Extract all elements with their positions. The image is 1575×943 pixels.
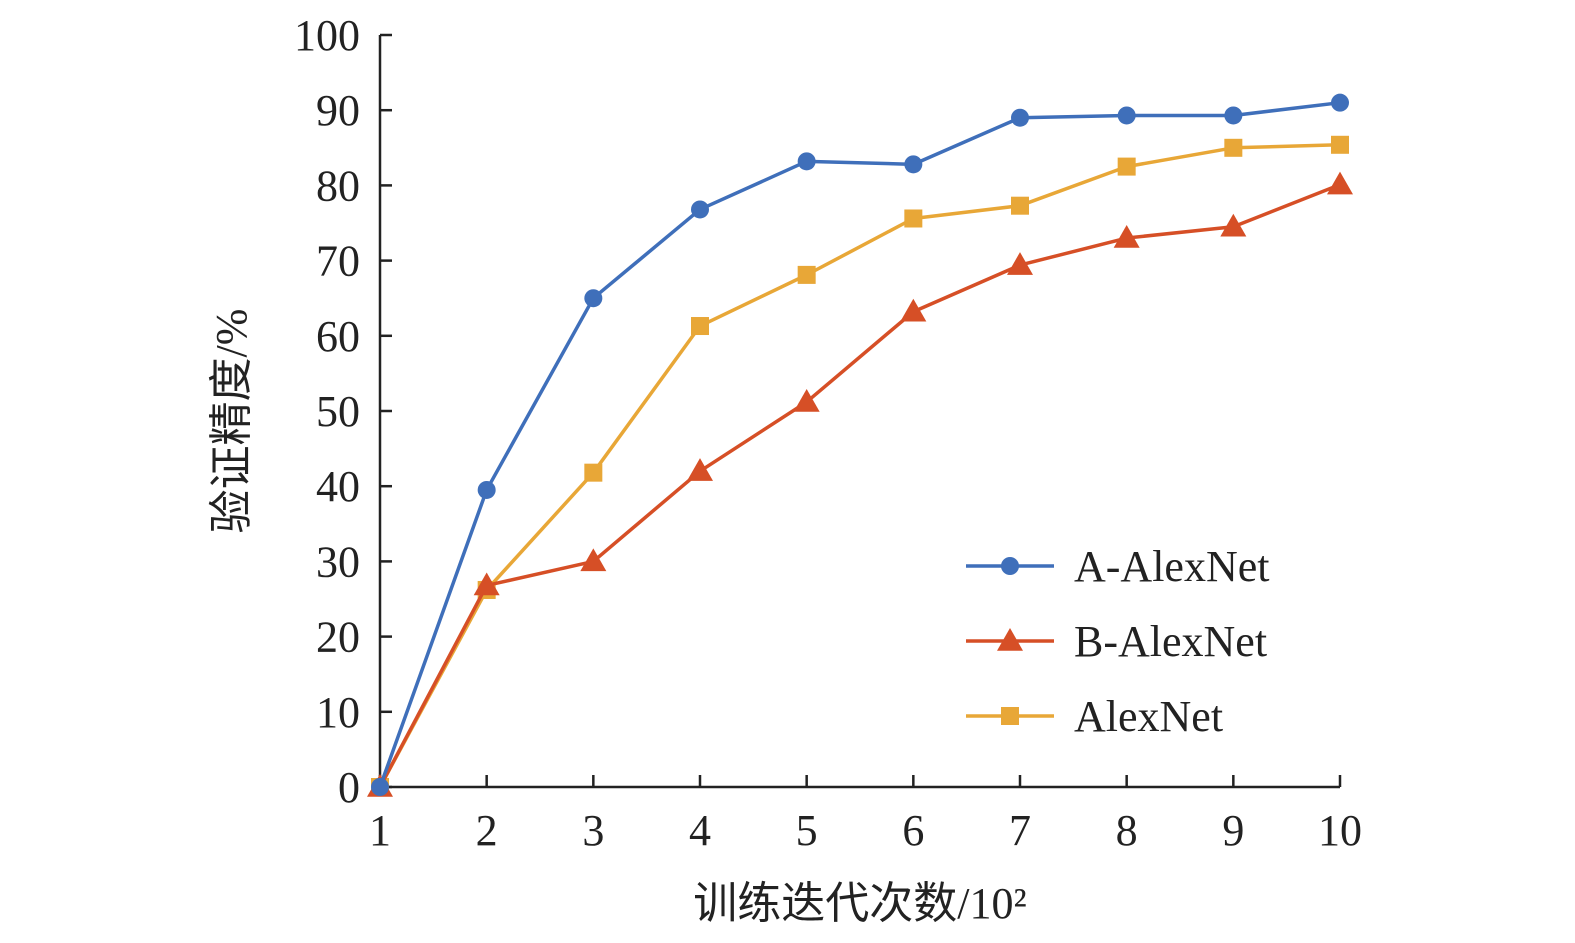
data-point — [1011, 196, 1029, 215]
data-point — [1224, 138, 1243, 157]
legend-item: B-AlexNet — [966, 617, 1267, 666]
axes — [378, 35, 1340, 789]
data-point — [1007, 252, 1033, 275]
y-tick-label: 0 — [338, 763, 360, 812]
data-point — [687, 458, 713, 481]
y-tick-label: 80 — [316, 161, 360, 210]
series-line — [378, 100, 1341, 788]
legend-marker — [997, 628, 1023, 651]
legend-marker — [1001, 707, 1019, 725]
data-point — [1331, 135, 1349, 154]
series-A-AlexNet — [371, 93, 1349, 796]
y-tick-label: 60 — [316, 312, 360, 361]
y-ticks: 0 10 20 30 40 50 60 70 80 90 100 — [294, 11, 392, 812]
x-tick-label: 8 — [1116, 806, 1138, 855]
legend-item: A-AlexNet — [966, 542, 1270, 591]
data-point — [584, 289, 603, 308]
y-tick-label: 10 — [316, 688, 360, 737]
data-point — [584, 463, 603, 482]
legend-label: A-AlexNet — [1074, 542, 1270, 591]
legend-marker — [1001, 557, 1019, 575]
y-tick-label: 100 — [294, 11, 360, 60]
x-tick-label: 4 — [689, 806, 711, 855]
data-point — [473, 572, 500, 596]
data-point — [580, 548, 607, 572]
y-tick-label: 70 — [316, 237, 360, 286]
y-axis-title: 验证精度/% — [207, 309, 256, 534]
y-tick-label: 20 — [316, 613, 360, 662]
data-point — [691, 200, 709, 219]
data-point — [797, 152, 816, 171]
data-point — [904, 209, 923, 228]
data-point — [1220, 213, 1247, 237]
data-point — [1117, 106, 1136, 125]
data-point — [1011, 108, 1029, 127]
data-point — [1113, 225, 1140, 248]
x-tick-label: 5 — [796, 806, 818, 855]
data-point — [1331, 93, 1349, 112]
data-point — [904, 155, 923, 174]
x-tick-label: 3 — [582, 806, 604, 855]
x-tick-label: 2 — [476, 806, 498, 855]
legend-label: AlexNet — [1074, 692, 1223, 741]
legend: A-AlexNet B-AlexNet AlexNet — [966, 542, 1270, 741]
y-tick-label: 50 — [316, 387, 360, 436]
data-point — [691, 317, 709, 336]
series-line — [378, 143, 1341, 788]
data-point — [900, 298, 927, 322]
data-point — [1117, 157, 1136, 176]
data-point — [797, 265, 816, 284]
x-ticks: 1 2 3 4 5 6 7 8 9 10 — [369, 775, 1362, 855]
x-tick-label: 9 — [1222, 806, 1244, 855]
x-tick-label: 10 — [1318, 806, 1362, 855]
x-tick-label: 6 — [902, 806, 924, 855]
legend-label: B-AlexNet — [1074, 617, 1267, 666]
data-point — [1327, 171, 1353, 195]
y-tick-label: 40 — [316, 462, 360, 511]
data-point — [793, 388, 820, 412]
y-tick-label: 30 — [316, 537, 360, 586]
data-point — [371, 778, 389, 796]
y-tick-label: 90 — [316, 86, 360, 135]
x-tick-label: 1 — [369, 806, 391, 855]
data-point — [477, 480, 496, 499]
series-layer — [367, 93, 1353, 797]
legend-item: AlexNet — [966, 692, 1223, 741]
data-point — [1224, 106, 1243, 125]
x-axis-title: 训练迭代次数/10² — [693, 879, 1026, 928]
x-tick-label: 7 — [1009, 806, 1031, 855]
series-line — [378, 183, 1341, 788]
